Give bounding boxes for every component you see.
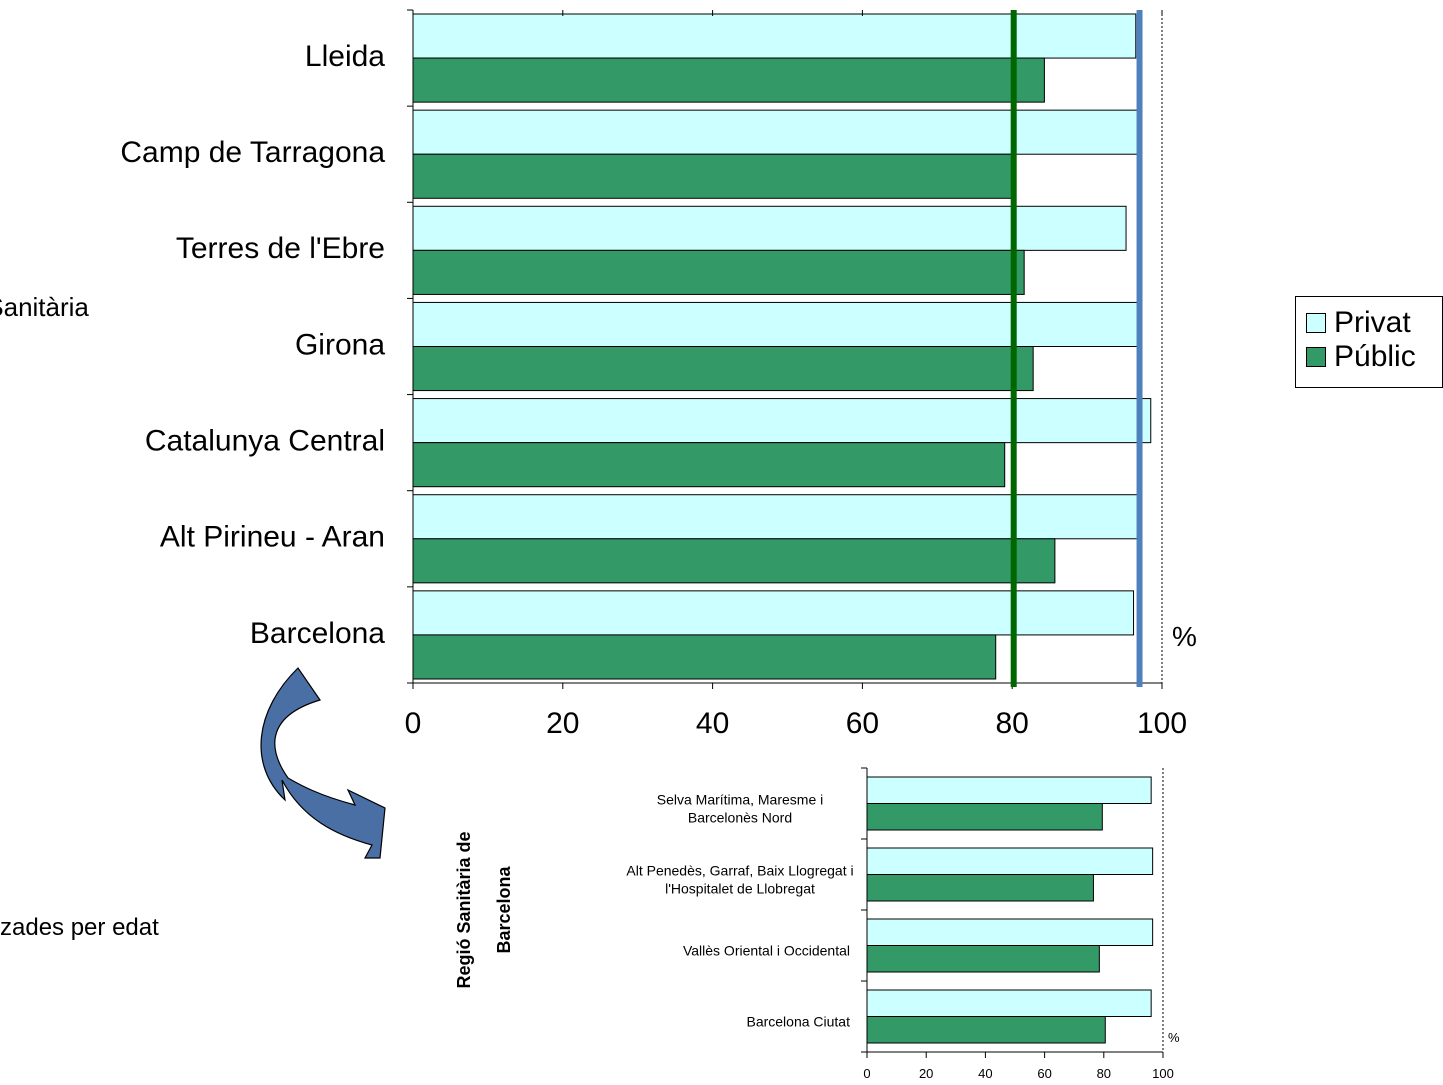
bar-privat — [412, 13, 1137, 59]
bar-privat — [412, 301, 1141, 347]
bar-public — [866, 803, 1103, 831]
bar-privat — [412, 398, 1152, 444]
x-tick-label: 0 — [863, 1066, 870, 1081]
category-label: Catalunya Central — [145, 424, 385, 457]
legend-item-privat: Privat — [1306, 306, 1411, 339]
bar-public — [412, 538, 1056, 584]
category-label: Selva Marítima, Maresme i — [657, 792, 823, 808]
legend: Privat Públic — [1295, 296, 1443, 388]
x-tick-label: 80 — [996, 707, 1029, 740]
bar-privat — [866, 918, 1154, 946]
bar-privat — [866, 847, 1154, 875]
bar-public — [412, 153, 1013, 199]
x-tick-label: 40 — [696, 707, 729, 740]
category-label: l'Hospitalet de Llobregat — [665, 881, 815, 897]
bar-public — [412, 634, 997, 680]
legend-swatch-privat — [1306, 313, 1326, 333]
barcelona-sub-chart: Selva Marítima, Maresme i Barcelonès Nord… — [454, 767, 1180, 1081]
category-label: Vallès Oriental i Occidental — [683, 943, 850, 959]
bar-public — [866, 874, 1094, 902]
y-axis-title: Regió Sanitària de — [454, 831, 474, 988]
legend-label-privat: Privat — [1334, 306, 1411, 339]
category-label: Barcelonès Nord — [688, 810, 792, 826]
category-label: Terres de l'Ebre — [176, 232, 385, 265]
curved-arrow-shape — [260, 667, 386, 859]
y-axis-title: Barcelona — [494, 865, 514, 953]
bar-public — [412, 57, 1045, 103]
category-label: Camp de Tarragona — [120, 136, 385, 169]
bar-public — [866, 1016, 1106, 1044]
category-label: Barcelona Ciutat — [746, 1014, 850, 1030]
unit-label: % — [1172, 621, 1197, 652]
legend-item-public: Públic — [1306, 340, 1416, 373]
bar-privat — [412, 109, 1141, 155]
bar-public — [412, 249, 1025, 295]
x-tick-label: 40 — [978, 1066, 992, 1081]
bar-privat — [866, 776, 1152, 804]
x-tick-label: 60 — [1037, 1066, 1051, 1081]
unit-label: % — [1168, 1030, 1180, 1045]
x-tick-label: 20 — [919, 1066, 933, 1081]
category-label: Alt Pirineu - Aran — [160, 521, 385, 554]
bar-public — [866, 945, 1100, 973]
bar-privat — [412, 590, 1135, 636]
cropped-footer-text: zades per edat — [0, 914, 159, 941]
category-label: Girona — [295, 328, 385, 361]
bar-public — [412, 442, 1006, 488]
legend-label-public: Públic — [1334, 340, 1416, 373]
category-label: Alt Penedès, Garraf, Baix Llogregat i — [626, 863, 853, 879]
curved-arrow-icon — [260, 667, 386, 859]
x-tick-label: 20 — [546, 707, 579, 740]
main-bar-chart: Lleida Camp de Tarragona Terres de l'Ebre G… — [0, 9, 1197, 740]
x-tick-label: 100 — [1152, 1066, 1174, 1081]
bar-privat — [412, 205, 1127, 251]
category-label: Lleida — [305, 40, 385, 73]
y-axis-title: Regió Sanitària — [0, 292, 89, 322]
x-tick-label: 0 — [405, 707, 422, 740]
x-tick-label: 60 — [846, 707, 879, 740]
category-label: Barcelona — [250, 617, 385, 650]
bar-public — [412, 346, 1034, 392]
x-tick-label: 100 — [1137, 707, 1187, 740]
x-tick-label: 80 — [1097, 1066, 1111, 1081]
legend-swatch-public — [1306, 347, 1326, 367]
bar-privat — [866, 989, 1152, 1017]
bar-privat — [412, 494, 1141, 540]
